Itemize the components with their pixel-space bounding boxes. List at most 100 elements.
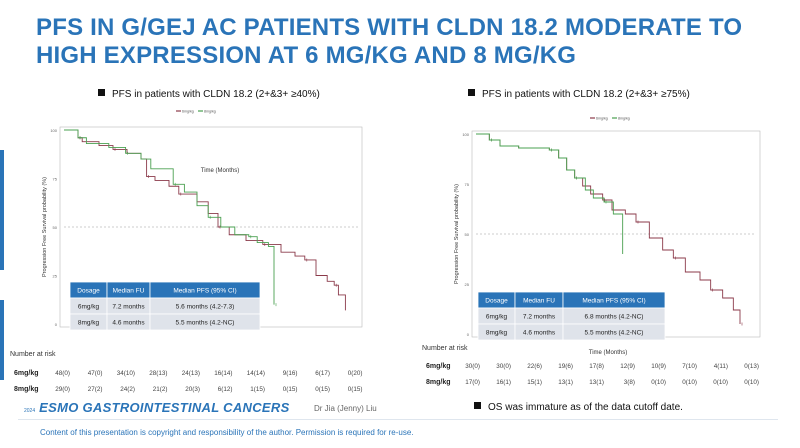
table-cell-text: 4.6 months (112, 320, 145, 327)
risk-table-title: Number at risk (10, 351, 56, 358)
risk-value: 0(10) (682, 379, 697, 386)
risk-value: 24(13) (182, 370, 200, 377)
risk-row-label: 8mg/kg (426, 379, 451, 386)
x-axis-label: Time (Months) (589, 350, 627, 356)
copyright-notice: Content of this presentation is copyrigh… (40, 428, 414, 437)
risk-value: 24(2) (120, 386, 135, 393)
left-km-chart: 0 25 50 75 100 Progression Free Survival prob… (10, 110, 363, 394)
risk-value: 34(10) (117, 370, 135, 377)
author-name: Dr Jia (Jenny) Liu (314, 404, 377, 413)
table-cell-text: 5.5 months (4.2-NC) (176, 320, 235, 327)
risk-value: 0(20) (348, 370, 363, 377)
y-tick-label: 100 (50, 128, 57, 133)
y-tick-label: 0 (467, 332, 470, 337)
legend-label-8mg-kg: 8mg/kg (618, 117, 630, 121)
y-tick-label: 50 (465, 232, 470, 237)
risk-value: 3(8) (624, 379, 635, 386)
table-cell-text: 7.2 months (523, 314, 556, 321)
risk-value: 6(12) (218, 386, 233, 393)
logo-year: 2024 (24, 408, 36, 414)
y-axis-label: Progression Free Survival probability (%… (42, 177, 48, 277)
table-cell-text: 7.2 months (112, 304, 145, 311)
esmo-logo: 2024 ESMO GASTROINTESTINAL CANCERS (24, 400, 290, 415)
table-header-text: Median FU (113, 288, 145, 295)
risk-value: 30(0) (496, 363, 511, 370)
risk-value: 13(1) (558, 379, 573, 386)
footer-divider (18, 419, 778, 420)
table-cell-text: 6mg/kg (78, 304, 100, 311)
page-title: PFS IN G/GEJ AC PATIENTS WITH CLDN 18.2 … (36, 14, 743, 69)
x-axis-label: Time (Months) (201, 168, 239, 174)
table-cell-text: 4.6 months (523, 330, 556, 337)
y-tick-label: 100 (462, 132, 469, 137)
bullet-square-icon (98, 89, 105, 96)
km-curve-8mg-kg (476, 133, 624, 254)
table-cell-text: 8mg/kg (78, 320, 100, 327)
risk-value: 15(1) (527, 379, 542, 386)
risk-value: 13(1) (589, 379, 604, 386)
km-curve-8mg-kg (64, 129, 275, 305)
risk-value: 19(6) (558, 363, 573, 370)
risk-value: 10(9) (651, 363, 666, 370)
risk-value: 27(2) (88, 386, 103, 393)
risk-value: 0(15) (348, 386, 363, 393)
table-cell (149, 313, 261, 331)
table-header-text: Median PFS (95% CI) (173, 288, 236, 295)
risk-value: 17(8) (589, 363, 604, 370)
risk-value: 7(10) (682, 363, 697, 370)
risk-row-label: 6mg/kg (14, 370, 39, 377)
y-tick-label: 25 (465, 282, 470, 287)
risk-value: 14(14) (247, 370, 265, 377)
table-header-text: Median PFS (95% CI) (582, 298, 645, 305)
right-km-chart: 0 25 50 75 100 Progression Free Survival prob… (422, 117, 761, 386)
y-tick-label: 0 (55, 322, 58, 327)
os-note-text: OS was immature as of the data cutoff da… (488, 402, 683, 413)
table-header-text: Dosage (77, 288, 100, 295)
table-header-text: Median FU (523, 298, 555, 305)
risk-row-label: 8mg/kg (14, 386, 39, 393)
table-cell-text: 6.8 months (4.2-NC) (585, 314, 644, 321)
table-cell-text: 8mg/kg (486, 330, 508, 337)
left-accent-bar-bottom (0, 300, 4, 380)
risk-table-title: Number at risk (422, 345, 468, 352)
table-cell-text: 6mg/kg (486, 314, 508, 321)
y-tick-label: 75 (465, 182, 470, 187)
risk-value: 0(13) (744, 363, 759, 370)
risk-value: 0(10) (651, 379, 666, 386)
risk-value: 47(0) (88, 370, 103, 377)
risk-value: 20(3) (185, 386, 200, 393)
risk-value: 30(0) (465, 363, 480, 370)
legend-label-6mg-kg: 6mg/kg (182, 110, 194, 114)
risk-value: 22(6) (527, 363, 542, 370)
legend-label-8mg-kg: 8mg/kg (204, 110, 216, 114)
risk-value: 1(15) (250, 386, 265, 393)
left-accent-bar-top (0, 150, 4, 270)
left-chart-subtitle: PFS in patients with CLDN 18.2 (2+&3+ ≥4… (98, 89, 320, 100)
risk-row-label: 6mg/kg (426, 363, 451, 370)
table-cell-text: 5.5 months (4.2-NC) (585, 330, 644, 337)
risk-value: 21(2) (153, 386, 168, 393)
left-chart-subtitle-text: PFS in patients with CLDN 18.2 (2+&3+ ≥4… (112, 89, 320, 100)
risk-value: 9(16) (283, 370, 298, 377)
os-note: OS was immature as of the data cutoff da… (474, 402, 683, 413)
risk-value: 17(0) (465, 379, 480, 386)
risk-value: 0(15) (283, 386, 298, 393)
y-tick-label: 75 (53, 177, 58, 182)
risk-value: 48(0) (55, 370, 70, 377)
logo-text: ESMO GASTROINTESTINAL CANCERS (39, 400, 290, 415)
risk-value: 16(14) (214, 370, 232, 377)
table-header-text: Dosage (485, 298, 508, 305)
legend-label-6mg-kg: 6mg/kg (596, 117, 608, 121)
risk-value: 6(17) (315, 370, 330, 377)
table-cell-text: 5.6 months (4.2-7.3) (176, 304, 235, 311)
risk-value: 28(13) (149, 370, 167, 377)
bullet-square-icon (474, 402, 481, 409)
risk-value: 0(10) (744, 379, 759, 386)
risk-value: 29(0) (55, 386, 70, 393)
risk-value: 16(1) (496, 379, 511, 386)
y-tick-label: 50 (53, 225, 58, 230)
bullet-square-icon (468, 89, 475, 96)
y-axis-label: Progression Free Survival probability (%… (454, 184, 460, 284)
risk-value: 4(11) (714, 363, 728, 370)
